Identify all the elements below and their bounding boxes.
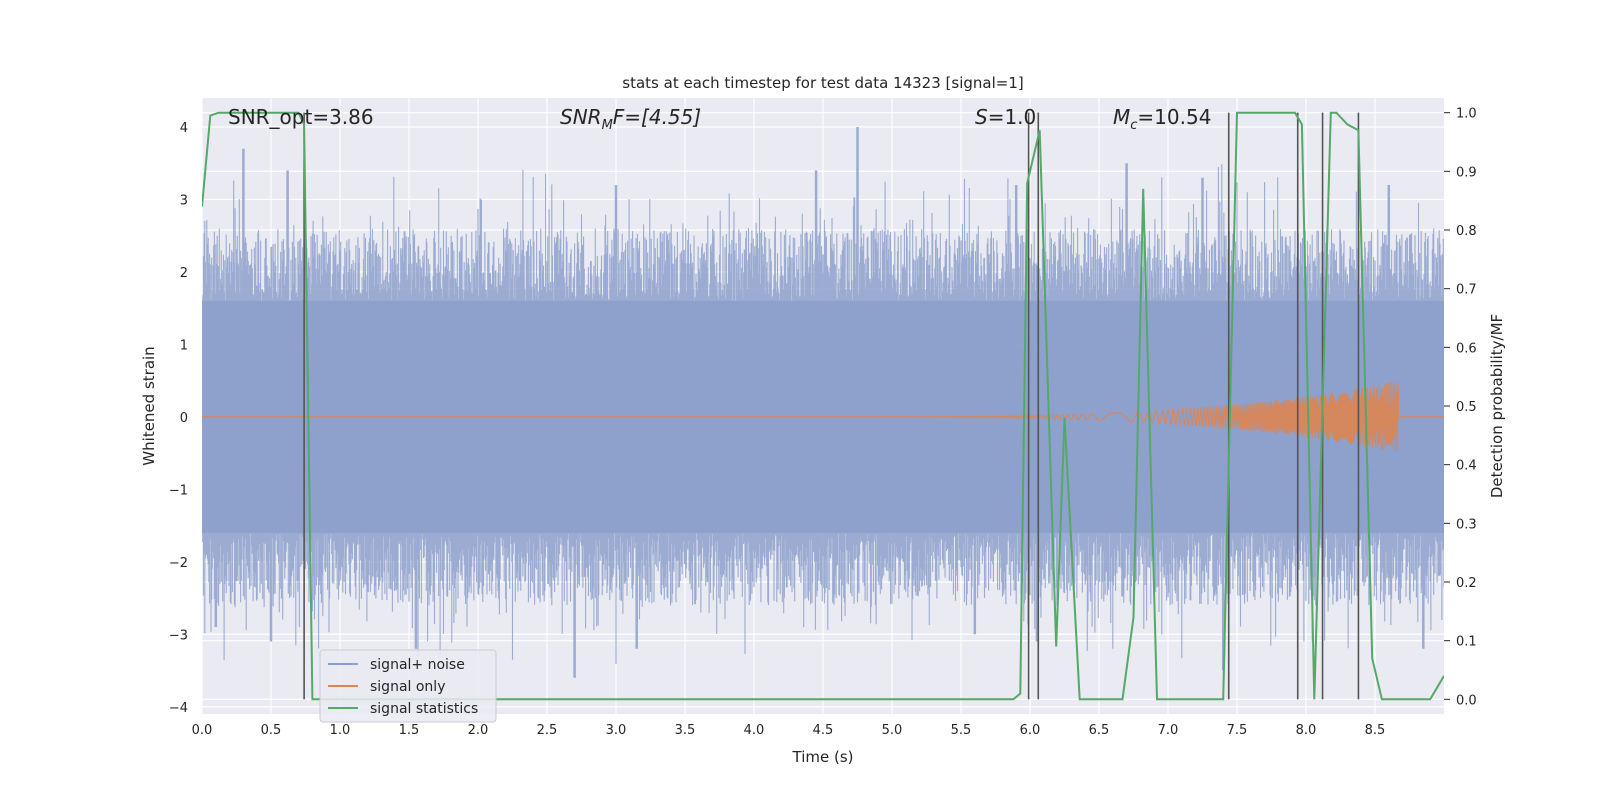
x-tick-label: 4.5 [813,723,834,738]
legend-box [319,649,497,723]
y-tick-label: −4 [169,701,188,716]
snr-mf-sub: M [602,118,613,133]
signal-only-series [202,382,1444,453]
x-tick-label: 0.0 [192,723,213,738]
x-tick-label: 1.0 [330,723,351,738]
snr-mf-annotation: SNRMF=[4.55] [560,105,701,133]
y-right-tick-label: 0.8 [1456,224,1477,239]
y-axis-right-ticks: 1.0 0.9 0.8 0.7 0.6 0.5 0.4 0.3 0.2 0.1 0.0 [1444,107,1477,708]
snr-opt-annotation: SNR_opt=3.86 [228,105,374,129]
x-tick-label: 3.0 [606,723,627,738]
y-right-tick-label: 0.9 [1456,165,1477,180]
y-axis-ticks: 4 3 2 1 0 −1 −2 −3 −4 [169,121,188,716]
y-tick-label: 1 [180,338,188,353]
s-annotation: S=1.0 [975,105,1036,129]
y-right-tick-label: 0.6 [1456,341,1477,356]
legend-label-noise: signal+ noise [370,657,465,673]
y-tick-label: 0 [180,411,188,426]
vertical-markers [303,112,1360,700]
y-axis-right-label: Detection probability/MF [1488,314,1506,498]
x-axis-ticks: 0.0 0.5 1.0 1.5 2.0 2.5 3.0 3.5 4.0 4.5 5.0 5.5 6.0 6… [192,723,1386,738]
x-tick-label: 5.0 [882,723,903,738]
y-right-tick-label: 0.3 [1456,517,1477,532]
x-tick-label: 6.0 [1020,723,1041,738]
x-tick-label: 8.5 [1365,723,1386,738]
y-tick-label: −2 [169,556,188,571]
x-tick-label: 6.5 [1089,723,1110,738]
y-right-tick-label: 0.2 [1456,576,1477,591]
s-main: S [975,105,988,129]
x-tick-label: 4.0 [744,723,765,738]
x-tick-label: 7.0 [1158,723,1179,738]
mc-main: M [1113,105,1130,129]
signal-statistics-trace [202,111,1444,701]
chart-title: stats at each timestep for test data 143… [622,74,1023,92]
signal-statistics-series [202,111,1444,701]
mc-sub: c [1130,118,1137,133]
y-right-tick-label: 0.7 [1456,283,1477,298]
y-tick-label: −1 [169,483,188,498]
x-tick-label: 1.5 [399,723,420,738]
x-axis-label: Time (s) [792,748,854,766]
snr-mf-rest: F=[4.55] [613,105,701,129]
y-right-tick-label: 0.4 [1456,459,1477,474]
y-axis-label: Whitened strain [140,346,158,465]
y-tick-label: 4 [180,121,188,136]
mc-rest: =10.54 [1137,105,1211,129]
x-tick-label: 7.5 [1227,723,1248,738]
snr-mf-main: SNR [560,105,602,129]
x-tick-label: 5.5 [951,723,972,738]
x-tick-label: 0.5 [261,723,282,738]
legend-label-signal: signal only [370,679,445,695]
s-rest: =1.0 [988,105,1037,129]
x-tick-label: 2.0 [468,723,489,738]
y-right-tick-label: 0.5 [1456,400,1477,415]
legend-label-statistics: signal statistics [370,701,478,717]
mc-annotation: Mc=10.54 [1113,105,1211,133]
x-tick-label: 3.5 [675,723,696,738]
y-right-tick-label: 0.1 [1456,635,1477,650]
y-right-tick-label: 0.0 [1456,693,1477,708]
y-right-tick-label: 1.0 [1456,107,1477,122]
y-tick-label: −3 [169,628,188,643]
y-tick-label: 3 [180,193,188,208]
signal-only-trace [202,382,1444,453]
x-tick-label: 2.5 [537,723,558,738]
y-tick-label: 2 [180,266,188,281]
legend: signal+ noise signal only signal statist… [319,649,497,723]
x-tick-label: 8.0 [1296,723,1317,738]
